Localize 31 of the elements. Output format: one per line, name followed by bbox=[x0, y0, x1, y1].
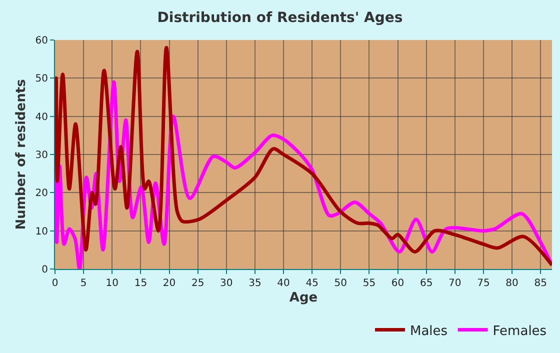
x-tick-label: 60 bbox=[391, 278, 404, 289]
x-tick-label: 0 bbox=[52, 278, 58, 289]
y-tick-label: 40 bbox=[35, 112, 48, 123]
x-tick-label: 75 bbox=[477, 278, 490, 289]
line-series bbox=[55, 46, 552, 267]
chart-title: Distribution of Residents' Ages bbox=[157, 10, 403, 26]
y-axis-title: Number of residents bbox=[14, 78, 30, 230]
x-tick-label: 45 bbox=[306, 278, 318, 289]
x-tick-label: 55 bbox=[362, 278, 376, 289]
x-tick-label: 50 bbox=[334, 278, 347, 289]
y-tick-label: 10 bbox=[35, 226, 48, 238]
legend-label: Females bbox=[492, 324, 547, 339]
x-tick-label: 35 bbox=[248, 278, 262, 289]
x-tick-label: 80 bbox=[506, 278, 518, 289]
x-tick-label: 10 bbox=[106, 278, 118, 289]
y-tick-label: 60 bbox=[35, 36, 48, 46]
y-tick-label: 50 bbox=[35, 74, 48, 85]
x-tick-label: 5 bbox=[80, 278, 87, 289]
legend-label: Males bbox=[410, 324, 448, 339]
x-tick-label: 30 bbox=[220, 278, 233, 289]
x-tick-label: 65 bbox=[420, 278, 433, 289]
x-tick-label: 15 bbox=[134, 278, 148, 289]
x-tick-label: 25 bbox=[191, 278, 204, 289]
x-tick-label: 40 bbox=[277, 278, 290, 289]
x-tick-label: 85 bbox=[534, 278, 547, 289]
x-tick-label: 70 bbox=[448, 278, 462, 289]
x-axis-title: Age bbox=[289, 290, 318, 306]
y-tick-label: 20 bbox=[35, 188, 48, 200]
y-tick-label: 0 bbox=[42, 264, 48, 276]
y-tick-label: 30 bbox=[35, 150, 48, 161]
x-tick-label: 20 bbox=[162, 278, 176, 289]
